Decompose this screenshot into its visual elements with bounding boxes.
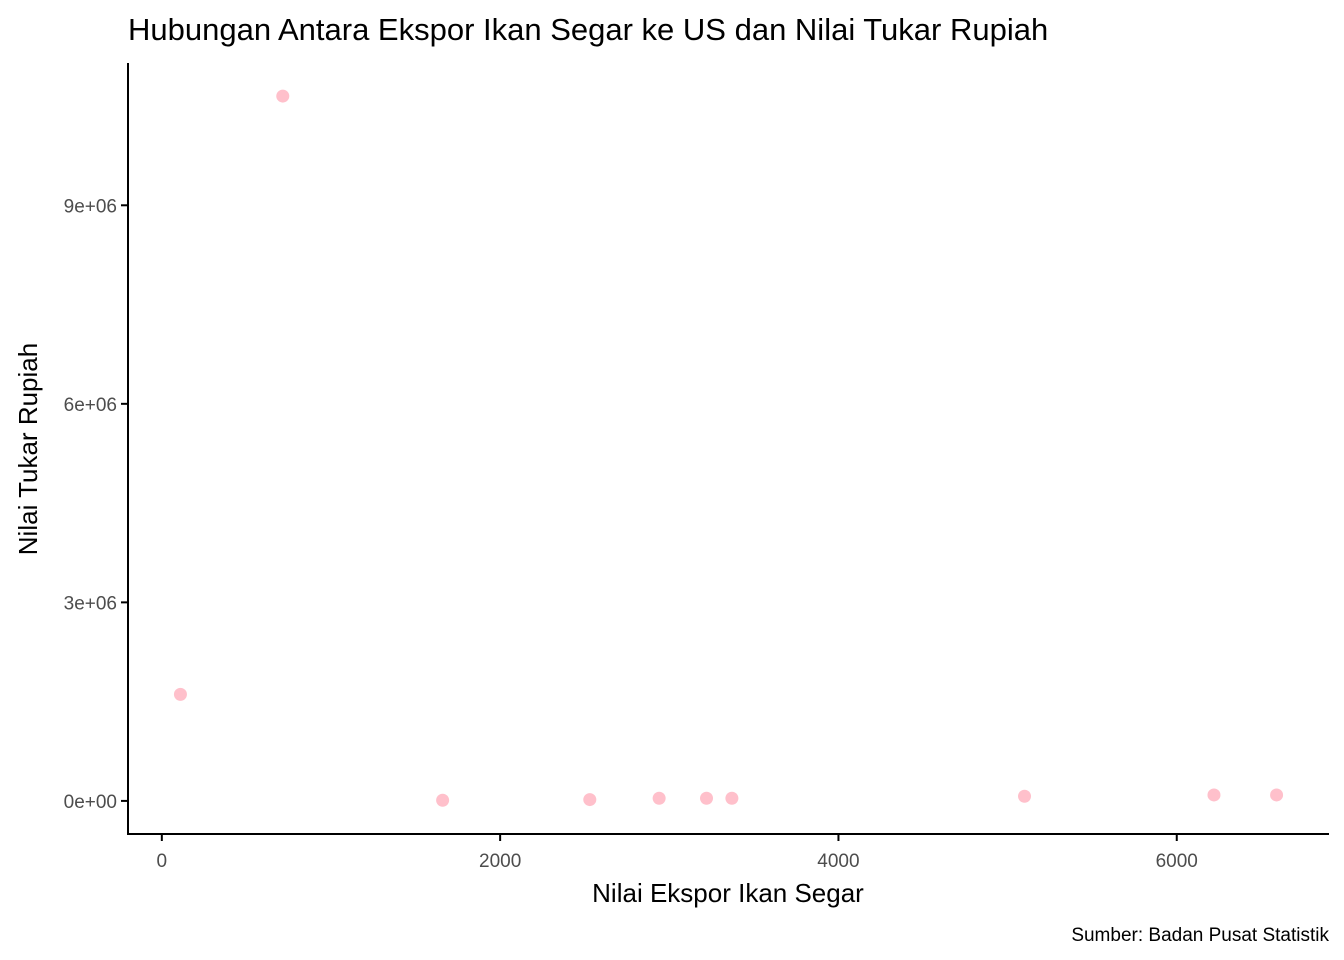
data-point bbox=[1270, 788, 1284, 802]
data-point bbox=[1018, 789, 1032, 803]
y-axis-title: Nilai Tukar Rupiah bbox=[13, 343, 43, 555]
x-axis-title: Nilai Ekspor Ikan Segar bbox=[592, 878, 864, 908]
data-points bbox=[173, 89, 1284, 807]
data-point bbox=[276, 89, 290, 103]
data-point bbox=[725, 791, 739, 805]
y-tick-label: 9e+06 bbox=[64, 196, 117, 217]
y-tick-label: 6e+06 bbox=[64, 395, 117, 416]
data-point bbox=[173, 687, 187, 701]
data-point bbox=[583, 793, 597, 807]
y-tick-label: 3e+06 bbox=[64, 593, 117, 614]
y-tick-label: 0e+00 bbox=[64, 792, 117, 813]
chart-caption: Sumber: Badan Pusat Statistik bbox=[1071, 925, 1329, 946]
data-point bbox=[652, 791, 666, 805]
data-point bbox=[700, 791, 714, 805]
x-tick-label: 2000 bbox=[479, 851, 521, 872]
y-axis-ticks: 0e+00 3e+06 6e+06 9e+06 bbox=[64, 196, 128, 813]
x-axis-ticks: 0 2000 4000 6000 bbox=[157, 834, 1198, 872]
data-point bbox=[436, 793, 450, 807]
data-point bbox=[1207, 788, 1221, 802]
chart-title: Hubungan Antara Ekspor Ikan Segar ke US … bbox=[128, 12, 1048, 47]
x-tick-label: 4000 bbox=[817, 851, 859, 872]
plot-area: 0e+00 3e+06 6e+06 9e+06 0 2000 4000 6000 bbox=[64, 63, 1329, 872]
x-tick-label: 0 bbox=[157, 851, 168, 872]
x-tick-label: 6000 bbox=[1156, 851, 1198, 872]
